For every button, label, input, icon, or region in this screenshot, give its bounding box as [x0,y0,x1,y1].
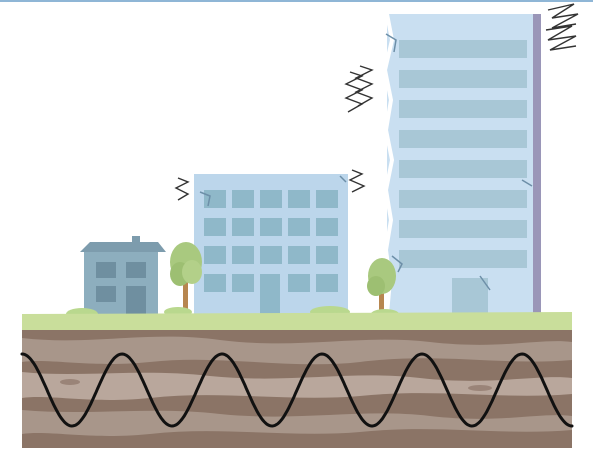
house-icon [80,236,166,314]
seismic-wave-icon [20,352,574,428]
grass-strip [22,312,572,334]
tower-icon [382,13,541,315]
top-border [0,0,593,2]
tree-icon [170,242,202,310]
building-icon [194,174,348,314]
shake-lines-icon [344,3,579,113]
crack-icon [385,33,397,53]
